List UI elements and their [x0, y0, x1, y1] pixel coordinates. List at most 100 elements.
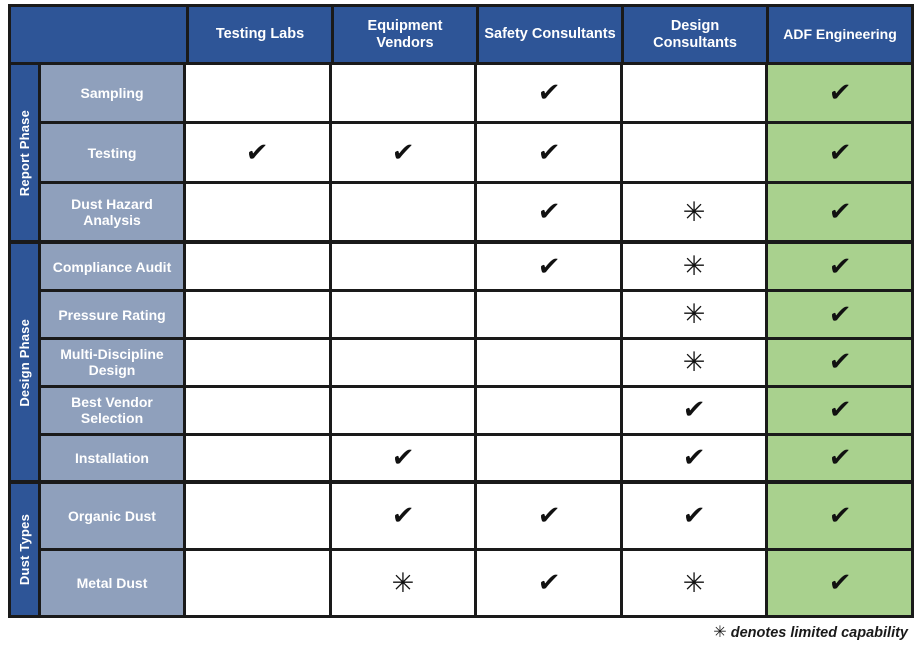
- cell-best-vendor-selection-design-consultants: ✔: [619, 387, 766, 433]
- matrix-header-corner: [11, 7, 186, 62]
- check-icon: ✔: [827, 78, 853, 109]
- cell-multi-discipline-design-safety-consultants: [474, 339, 620, 385]
- legend-footnote-text: denotes limited capability: [730, 625, 908, 641]
- cell-sampling-equipment-vendors: [328, 65, 475, 122]
- check-icon: ✔: [536, 137, 561, 168]
- cell-multi-discipline-design-design-consultants: ✳: [619, 339, 766, 385]
- cell-pressure-rating-testing-labs: [183, 292, 329, 337]
- cell-best-vendor-selection-equipment-vendors: [328, 387, 475, 433]
- check-icon: ✔: [827, 395, 853, 426]
- asterisk-icon: ✳: [682, 567, 706, 599]
- cell-best-vendor-selection-adf-engineering: ✔: [765, 387, 911, 433]
- check-icon: ✔: [827, 347, 853, 378]
- check-icon: ✔: [681, 501, 707, 532]
- cell-installation-testing-labs: [183, 435, 329, 481]
- cell-organic-dust-design-consultants: ✔: [619, 484, 766, 549]
- row-header-label: Sampling: [80, 85, 144, 102]
- matrix-body: Report Phase Sampling ✔: [11, 65, 911, 616]
- check-icon: ✔: [244, 137, 270, 168]
- cell-organic-dust-adf-engineering: ✔: [765, 484, 911, 549]
- cell-pressure-rating-equipment-vendors: [328, 292, 475, 337]
- cell-dust-hazard-analysis-testing-labs: [183, 183, 329, 241]
- cell-installation-equipment-vendors: ✔: [328, 435, 475, 481]
- check-icon: ✔: [827, 137, 853, 168]
- cell-best-vendor-selection-safety-consultants: [474, 387, 620, 433]
- check-icon: ✔: [827, 299, 853, 330]
- row-header-label: Testing: [87, 144, 137, 161]
- row-header-label: Pressure Rating: [58, 306, 166, 323]
- legend-footnote: ✳ denotes limited capability: [713, 622, 908, 641]
- cell-metal-dust-equipment-vendors: ✳: [328, 551, 475, 616]
- check-icon: ✔: [827, 251, 853, 282]
- column-header-testing-labs: Testing Labs: [186, 7, 331, 62]
- check-icon: ✔: [390, 137, 416, 168]
- cell-testing-adf-engineering: ✔: [765, 124, 911, 181]
- cell-compliance-audit-safety-consultants: ✔: [474, 244, 620, 290]
- row-header-label: Installation: [75, 449, 149, 466]
- table-row: Organic Dust ✔ ✔ ✔ ✔: [41, 484, 911, 552]
- table-row: Metal Dust ✳ ✔ ✳ ✔: [41, 551, 911, 616]
- cell-sampling-safety-consultants: ✔: [474, 65, 620, 122]
- cell-installation-safety-consultants: [474, 435, 620, 481]
- check-icon: ✔: [536, 568, 561, 599]
- column-header-label: Design Consultants: [653, 17, 737, 51]
- row-group-report-phase: Report Phase Sampling ✔: [11, 65, 911, 245]
- cell-pressure-rating-design-consultants: ✳: [619, 292, 766, 337]
- cell-dust-hazard-analysis-safety-consultants: ✔: [474, 183, 620, 241]
- row-header-organic-dust: Organic Dust: [41, 484, 183, 549]
- cell-dust-hazard-analysis-adf-engineering: ✔: [765, 183, 911, 241]
- check-icon: ✔: [390, 443, 416, 474]
- cell-multi-discipline-design-equipment-vendors: [328, 339, 475, 385]
- table-row: Installation ✔ ✔ ✔: [41, 435, 911, 481]
- table-row: Best Vendor Selection ✔ ✔: [41, 387, 911, 436]
- cell-pressure-rating-safety-consultants: [474, 292, 620, 337]
- table-row: Pressure Rating ✳ ✔: [41, 292, 911, 340]
- check-icon: ✔: [536, 197, 561, 228]
- check-icon: ✔: [681, 443, 707, 474]
- row-header-label: Metal Dust: [76, 575, 148, 592]
- check-icon: ✔: [827, 197, 853, 228]
- cell-installation-design-consultants: ✔: [619, 435, 766, 481]
- asterisk-icon: ✳: [682, 251, 706, 283]
- column-header-label: Testing Labs: [215, 26, 305, 43]
- row-group-rows: Compliance Audit ✔ ✳ ✔: [41, 244, 911, 481]
- column-header-design-consultants: Design Consultants: [621, 7, 766, 62]
- row-group-label-dust-types: Dust Types: [11, 484, 41, 615]
- cell-organic-dust-equipment-vendors: ✔: [328, 484, 475, 549]
- cell-multi-discipline-design-testing-labs: [183, 339, 329, 385]
- cell-organic-dust-testing-labs: [183, 484, 329, 549]
- cell-pressure-rating-adf-engineering: ✔: [765, 292, 911, 337]
- row-header-label: Multi-Discipline Design: [60, 346, 164, 379]
- row-group-label-text: Dust Types: [17, 514, 32, 586]
- cell-compliance-audit-adf-engineering: ✔: [765, 244, 911, 290]
- row-header-sampling: Sampling: [41, 65, 183, 122]
- asterisk-icon: ✳: [682, 196, 706, 228]
- cell-compliance-audit-testing-labs: [183, 244, 329, 290]
- cell-metal-dust-testing-labs: [183, 551, 329, 616]
- check-icon: ✔: [827, 568, 853, 599]
- row-header-label: Best Vendor Selection: [71, 394, 153, 427]
- table-row: Compliance Audit ✔ ✳ ✔: [41, 244, 911, 293]
- column-header-adf-engineering: ADF Engineering: [766, 7, 911, 62]
- cell-testing-safety-consultants: ✔: [474, 124, 620, 181]
- column-header-safety-consultants: Safety Consultants: [476, 7, 621, 62]
- asterisk-icon: ✳: [682, 346, 706, 378]
- cell-multi-discipline-design-adf-engineering: ✔: [765, 339, 911, 385]
- cell-testing-equipment-vendors: ✔: [328, 124, 475, 181]
- cell-sampling-design-consultants: [619, 65, 766, 122]
- cell-dust-hazard-analysis-equipment-vendors: [328, 183, 475, 241]
- row-header-installation: Installation: [41, 435, 183, 481]
- row-header-best-vendor-selection: Best Vendor Selection: [41, 387, 183, 433]
- row-group-rows: Organic Dust ✔ ✔ ✔ ✔: [41, 484, 911, 616]
- column-header-label: Equipment Vendors: [367, 17, 443, 51]
- cell-dust-hazard-analysis-design-consultants: ✳: [619, 183, 766, 241]
- cell-compliance-audit-design-consultants: ✳: [619, 244, 766, 290]
- cell-testing-design-consultants: [619, 124, 766, 181]
- row-header-label: Compliance Audit: [52, 258, 172, 275]
- column-header-label: Safety Consultants: [484, 26, 616, 43]
- row-group-dust-types: Dust Types Organic Dust ✔ ✔: [11, 484, 911, 616]
- check-icon: ✔: [536, 251, 561, 282]
- check-icon: ✔: [681, 395, 707, 426]
- row-header-compliance-audit: Compliance Audit: [41, 244, 183, 290]
